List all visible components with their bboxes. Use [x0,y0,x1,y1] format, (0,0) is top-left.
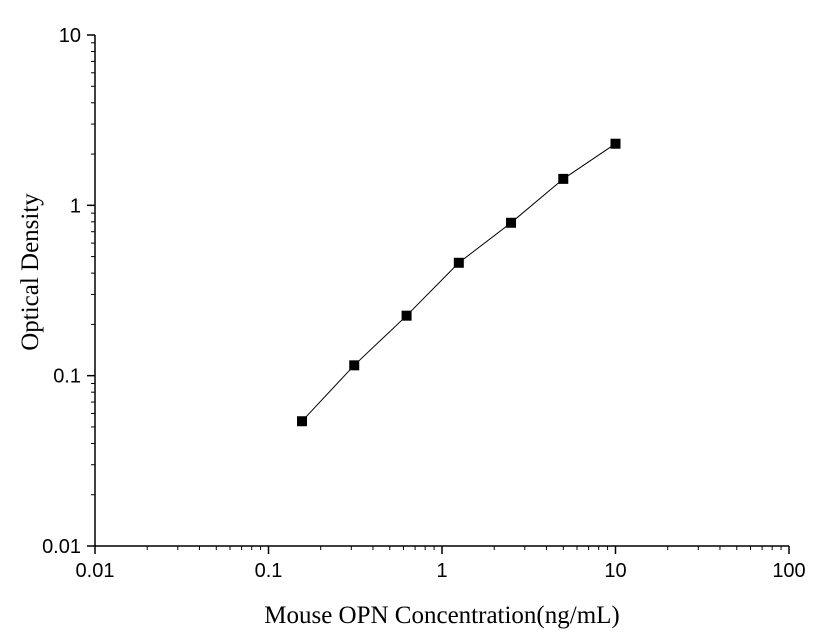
data-point [349,360,360,371]
axes [94,35,789,547]
y-tick-label: 1 [70,195,81,217]
x-tick-label: 1 [436,560,447,582]
series [297,138,621,427]
data-point [453,257,464,268]
x-tick-label: 0.01 [76,560,115,582]
data-point [610,138,621,149]
x-tick-label: 0.1 [255,560,283,582]
x-axis-title: Mouse OPN Concentration(ng/mL) [264,602,620,629]
ticks [87,34,790,554]
tick-labels: 0.01 0.1 1 10 100 0.01 0.1 1 10 [42,25,806,582]
y-tick-label: 0.1 [53,366,81,388]
data-point [297,416,308,427]
x-tick-label: 10 [604,560,626,582]
data-point [401,310,412,321]
data-point [558,173,569,184]
y-tick-label: 0.01 [42,536,81,558]
y-axis-title: Optical Density [17,193,44,351]
series-line [301,143,616,422]
x-tick-label: 100 [772,560,805,582]
data-point [506,217,517,228]
y-tick-label: 10 [59,25,81,47]
